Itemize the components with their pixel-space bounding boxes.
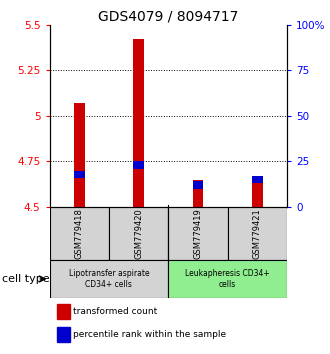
Bar [74, 103, 84, 207]
Text: GSM779418: GSM779418 [75, 208, 84, 259]
Text: transformed count: transformed count [73, 307, 157, 316]
Bar [50, 260, 168, 298]
Bar [193, 180, 203, 207]
Text: GSM779420: GSM779420 [134, 208, 143, 259]
Bar [133, 161, 144, 169]
Text: GSM779419: GSM779419 [193, 208, 203, 259]
Bar [193, 182, 203, 189]
Text: GSM779421: GSM779421 [253, 208, 262, 259]
Bar [57, 327, 70, 342]
Bar [252, 176, 263, 207]
Text: percentile rank within the sample: percentile rank within the sample [73, 330, 226, 339]
Text: Leukapheresis CD34+
cells: Leukapheresis CD34+ cells [185, 269, 270, 289]
Bar [133, 39, 144, 207]
Bar [252, 176, 263, 183]
Bar [50, 207, 109, 260]
Bar [74, 171, 84, 178]
Bar [57, 304, 70, 319]
Bar [168, 207, 228, 260]
Bar [109, 207, 168, 260]
Text: cell type: cell type [2, 274, 49, 284]
Text: Lipotransfer aspirate
CD34+ cells: Lipotransfer aspirate CD34+ cells [69, 269, 149, 289]
Title: GDS4079 / 8094717: GDS4079 / 8094717 [98, 10, 239, 24]
Bar [228, 207, 287, 260]
Bar [168, 260, 287, 298]
